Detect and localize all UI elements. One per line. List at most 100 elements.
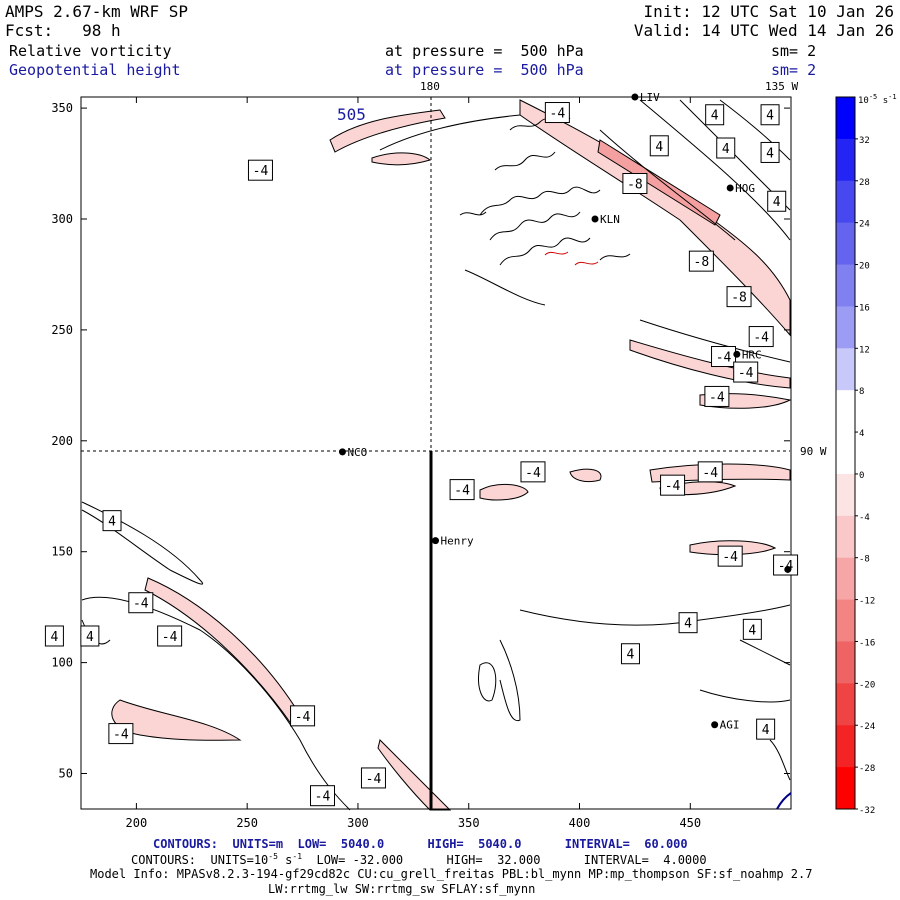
contour-label-text: -4 xyxy=(722,550,738,565)
field2-name: Geopotential height xyxy=(9,61,181,79)
colorbar-swatch xyxy=(836,97,855,140)
colorbar-label: -8 xyxy=(859,555,870,565)
contour-label-layer: -4 4 4 4 4 4 -4 -8 4 -8 -8 -4 -4 -4 -4 -4 -4 -4 -4 4 -4 -4 -4 4… xyxy=(44,102,799,807)
footer-contours-height: CONTOURS: UNITS=m LOW= 5040.0 HIGH= 5040… xyxy=(153,837,688,851)
contour-line-15 xyxy=(379,114,521,151)
y-axis: 50 100 150 200 250 300 350 xyxy=(51,101,790,781)
colorbar-frame xyxy=(835,96,856,810)
contour-label: -4 xyxy=(247,159,273,181)
contour-label: 4 xyxy=(102,510,122,532)
field1-name: Relative vorticity xyxy=(9,42,172,60)
contour-label: -4 xyxy=(360,767,386,789)
colorbar: 32 28 24 20 16 12 8 4 0 -4 -8 -12 -16 -20 -24 -28 -32 xyxy=(835,96,875,816)
contour-label-text: -4 xyxy=(454,484,470,499)
colorbar-swatch xyxy=(836,138,855,182)
contour-label: 4 xyxy=(760,104,780,126)
x-axis: 200 250 300 350 400 450 xyxy=(126,97,701,830)
contour-label-text: 4 xyxy=(773,195,781,210)
contour-label-box xyxy=(649,135,669,157)
contour-label-box xyxy=(80,625,100,647)
colorbar-label: 16 xyxy=(859,303,870,313)
contour-label-text: -4 xyxy=(665,479,681,494)
plot-frame xyxy=(80,96,792,810)
colorbar-label: 20 xyxy=(859,262,870,272)
contour-line-10 xyxy=(499,639,521,722)
colorbar-label: -16 xyxy=(859,638,875,648)
footer-model-info: Model Info: MPASv8.2.3-194-gf29cd82c CU:… xyxy=(90,867,813,881)
colorbar-label: 0 xyxy=(859,471,864,481)
field1-level: at pressure = 500 hPa xyxy=(385,42,584,60)
station-dot xyxy=(711,721,719,729)
vorticity-band-south xyxy=(377,739,452,811)
contour-label-box xyxy=(773,554,799,576)
contour-label: -4 xyxy=(660,474,686,496)
contour-line-8 xyxy=(639,319,791,363)
contour-label-box xyxy=(726,286,752,308)
colorbar-label: 28 xyxy=(859,178,870,188)
contour-label-text: -8 xyxy=(731,291,747,306)
vorticity-band-east xyxy=(629,339,791,389)
y-tick-label: 100 xyxy=(51,656,73,670)
station-dot xyxy=(726,184,734,192)
contour-label-text: 4 xyxy=(655,140,663,155)
colorbar-swatch xyxy=(836,180,855,224)
contour-label: -8 xyxy=(688,250,714,272)
contour-label-text: -4 xyxy=(716,351,732,366)
contour-label: 4 xyxy=(767,190,787,212)
contour-label-text: -4 xyxy=(709,390,725,405)
y-tick-label: 250 xyxy=(51,323,73,337)
colorbar-label: -12 xyxy=(859,597,875,607)
contour-label-box xyxy=(688,250,714,272)
contour-label: -4 xyxy=(711,346,737,368)
contour-label-text: 4 xyxy=(108,515,116,530)
contour-line-6 xyxy=(719,99,791,161)
contour-label-box xyxy=(756,718,776,740)
contour-label-text: 4 xyxy=(50,630,58,645)
contour-label-box xyxy=(622,173,648,195)
station-dot xyxy=(591,215,599,223)
station-label: HOG xyxy=(735,182,755,195)
x-tick-label: 200 xyxy=(126,816,148,830)
colorbar-swatch xyxy=(836,683,855,726)
colorbar-swatch xyxy=(836,432,855,475)
contour-line-16 xyxy=(464,269,546,306)
contour-label-text: 4 xyxy=(684,617,692,632)
contour-label: 4 xyxy=(649,135,669,157)
station-label: KLN xyxy=(600,213,620,226)
colorbar-swatch xyxy=(836,599,855,642)
contour-line-4 xyxy=(639,99,791,241)
colorbar-swatch xyxy=(836,390,855,433)
contour-label-text: -4 xyxy=(366,772,382,787)
contour-label: 4 xyxy=(705,104,725,126)
colorbar-label: 8 xyxy=(859,387,864,397)
contour-label-box xyxy=(760,141,780,163)
contour-label-box xyxy=(520,461,546,483)
station-dot xyxy=(338,448,346,456)
contour-label-box xyxy=(102,510,122,532)
contour-label-box xyxy=(360,767,386,789)
footer-physics-info: LW:rrtmg_lw SW:rrtmg_sw SFLAY:sf_mynn xyxy=(268,882,536,896)
contour-label-box xyxy=(290,705,316,727)
colorbar-label: -24 xyxy=(859,722,875,732)
station-label: LIV xyxy=(640,91,660,104)
footer-contours-vorticity: CONTOURS: UNITS=10-5 s-1 LOW= -32.000 HI… xyxy=(131,852,707,867)
x-tick-label: 350 xyxy=(458,816,480,830)
forecast-hour: Fcst: 98 h xyxy=(5,21,121,40)
vorticity-blob-7 xyxy=(371,152,432,166)
contour-label: -4 xyxy=(310,785,336,807)
contour-label-box xyxy=(108,723,134,745)
contour-label-box xyxy=(678,612,698,634)
contour-label-box xyxy=(760,104,780,126)
colorbar-swatch xyxy=(836,515,855,559)
contour-label: -4 xyxy=(290,705,316,727)
colorbar-swatch xyxy=(836,306,855,349)
station-dot xyxy=(784,565,792,573)
contour-label: -4 xyxy=(733,361,759,383)
contour-label-text: -4 xyxy=(702,466,718,481)
contour-label: 4 xyxy=(756,718,776,740)
contour-label-text: -4 xyxy=(133,597,149,612)
contour-label-text: 4 xyxy=(766,146,774,161)
contour-label: 4 xyxy=(678,612,698,634)
contour-label-text: 4 xyxy=(711,109,719,124)
colorbar-label: 4 xyxy=(859,429,864,439)
